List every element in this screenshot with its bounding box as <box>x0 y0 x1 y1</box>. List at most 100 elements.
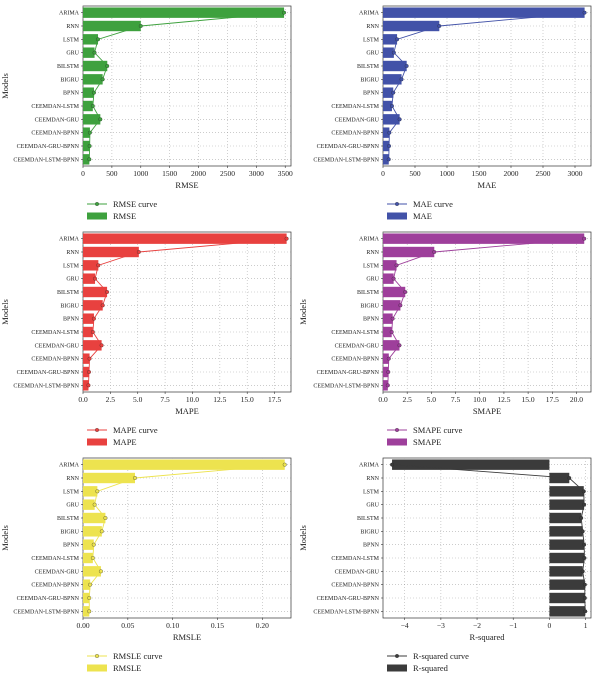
y-tick-label: CEEMDAN-LSTM-BPNN <box>13 157 79 163</box>
bar-ceemdan-lstm-bpnn <box>383 154 389 165</box>
chart-svg: ARIMA RNN LSTM GRU BILSTM BIGRU BPNN CEEMDAN-LS… <box>0 5 293 221</box>
bar-rnn <box>383 20 440 32</box>
y-tick-label: LSTM <box>363 489 380 495</box>
bar-gru <box>383 47 394 58</box>
y-axis-label: Models <box>298 299 308 325</box>
y-tick-label: BIGRU <box>60 529 79 535</box>
y-tick-label: LSTM <box>63 489 80 495</box>
bar-bpnn <box>383 87 394 98</box>
y-axis-label: Models <box>0 299 10 325</box>
y-tick-label: CEEMDAN-BPNN <box>331 131 379 137</box>
y-tick-label: BPNN <box>363 543 380 549</box>
curve-point-gru <box>93 276 97 281</box>
bar-arima <box>383 7 585 18</box>
curve-point-ceemdan-lstm <box>389 330 394 334</box>
bar-bigru <box>83 74 103 85</box>
curve-point-ceemdan-lstm <box>90 330 95 334</box>
bar-gru <box>549 499 585 510</box>
curve-point-ceemdan-bpnn <box>582 582 587 587</box>
bar-ceemdan-gru <box>383 340 400 351</box>
y-tick-label: RNN <box>366 24 379 30</box>
legend-bar-swatch <box>387 212 407 220</box>
bar-bpnn <box>549 539 585 550</box>
legend-bar-label: R-squared <box>413 663 449 673</box>
x-tick-label: 0 <box>381 169 385 178</box>
curve-point-bigru <box>580 529 585 534</box>
x-tick-label: 500 <box>409 169 421 178</box>
curve-point-bpnn <box>91 542 96 547</box>
legend-curve-marker <box>395 654 399 658</box>
bar-ceemdan-lstm <box>383 100 392 112</box>
bar-lstm <box>383 260 397 271</box>
x-tick-label: 0 <box>548 621 552 630</box>
y-tick-label: BIGRU <box>360 303 379 309</box>
x-axis-label: SMAPE <box>473 406 501 416</box>
bar-ceemdan-lstm <box>83 552 93 564</box>
x-tick-label: −2 <box>473 621 481 630</box>
bar-rnn <box>83 246 139 258</box>
x-tick-label: 1500 <box>162 169 177 178</box>
x-axis-label: R-squared <box>470 632 506 642</box>
x-tick-label: 0.15 <box>211 621 224 630</box>
y-axis-label: Models <box>298 525 308 551</box>
x-tick-label: 0.05 <box>121 621 134 630</box>
bar-bilstm <box>83 60 108 72</box>
chart-panel-smape: ARIMA RNN LSTM GRU BILSTM BIGRU BPNN CEEMDAN-LS… <box>298 226 600 452</box>
x-tick-label: 2500 <box>220 169 235 178</box>
y-tick-label: CEEMDAN-LSTM <box>31 104 79 110</box>
legend-bar-swatch <box>387 438 407 446</box>
bar-lstm <box>383 34 398 45</box>
y-tick-label: GRU <box>66 51 79 57</box>
curve-point-bigru <box>100 77 105 82</box>
legend-curve-label: R-squared curve <box>413 651 469 661</box>
y-tick-label: CEEMDAN-GRU <box>35 343 80 349</box>
y-tick-label: BIGRU <box>360 77 379 83</box>
curve-point-bigru <box>399 77 404 82</box>
bar-bpnn <box>83 539 94 550</box>
curve-point-bpnn <box>582 542 587 547</box>
curve-point-gru <box>582 502 587 507</box>
legend-bar-label: RMSLE <box>113 663 141 673</box>
curve-point-ceemdan-lstm-bpnn <box>87 609 92 614</box>
x-tick-label: 10.0 <box>473 395 486 404</box>
legend-curve-label: MAE curve <box>413 199 453 209</box>
y-tick-label: CEEMDAN-BPNN <box>31 131 79 137</box>
x-tick-label: 5.0 <box>133 395 143 404</box>
legend-curve-marker <box>95 202 99 206</box>
y-tick-label: CEEMDAN-GRU <box>335 343 380 349</box>
legend-curve-marker <box>395 428 399 432</box>
legend-curve-marker <box>95 654 99 658</box>
legend-curve-marker <box>395 202 399 206</box>
bar-bilstm <box>383 286 406 298</box>
metric-curve <box>392 464 586 612</box>
y-tick-label: LSTM <box>363 263 380 269</box>
curve-point-gru <box>92 502 97 507</box>
y-tick-label: ARIMA <box>359 11 380 17</box>
metric-curve <box>88 12 285 160</box>
curve-point-bigru <box>99 529 104 534</box>
bar-ceemdan-gru-bpnn <box>383 366 389 378</box>
curve-point-ceemdan-gru-bpnn <box>386 370 391 374</box>
y-tick-label: GRU <box>366 51 379 57</box>
bar-ceemdan-gru-bpnn <box>83 366 90 378</box>
x-tick-label: 1000 <box>133 169 148 178</box>
y-tick-label: BPNN <box>363 317 380 323</box>
y-tick-label: BPNN <box>363 91 380 97</box>
y-axis-label: Models <box>0 73 10 99</box>
y-tick-label: RNN <box>66 476 79 482</box>
curve-point-bpnn <box>91 316 96 321</box>
chart-svg: ARIMA RNN LSTM GRU BILSTM BIGRU BPNN CEEMDAN-LS… <box>0 231 292 447</box>
metric-curve <box>88 464 285 612</box>
y-tick-label: CEEMDAN-LSTM <box>331 104 379 110</box>
legend-bar-label: MAE <box>413 211 432 221</box>
legend-bar-swatch <box>387 664 407 672</box>
curve-point-arima <box>390 462 394 467</box>
curve-point-ceemdan-gru <box>397 117 402 122</box>
y-tick-label: CEEMDAN-BPNN <box>31 357 79 363</box>
bar-rnn <box>549 472 570 484</box>
bar-bigru <box>83 526 102 537</box>
legend-curve-label: RMSE curve <box>113 199 157 209</box>
bar-bpnn <box>383 313 393 324</box>
curve-point-lstm <box>395 37 400 42</box>
bar-ceemdan-lstm <box>83 100 93 112</box>
